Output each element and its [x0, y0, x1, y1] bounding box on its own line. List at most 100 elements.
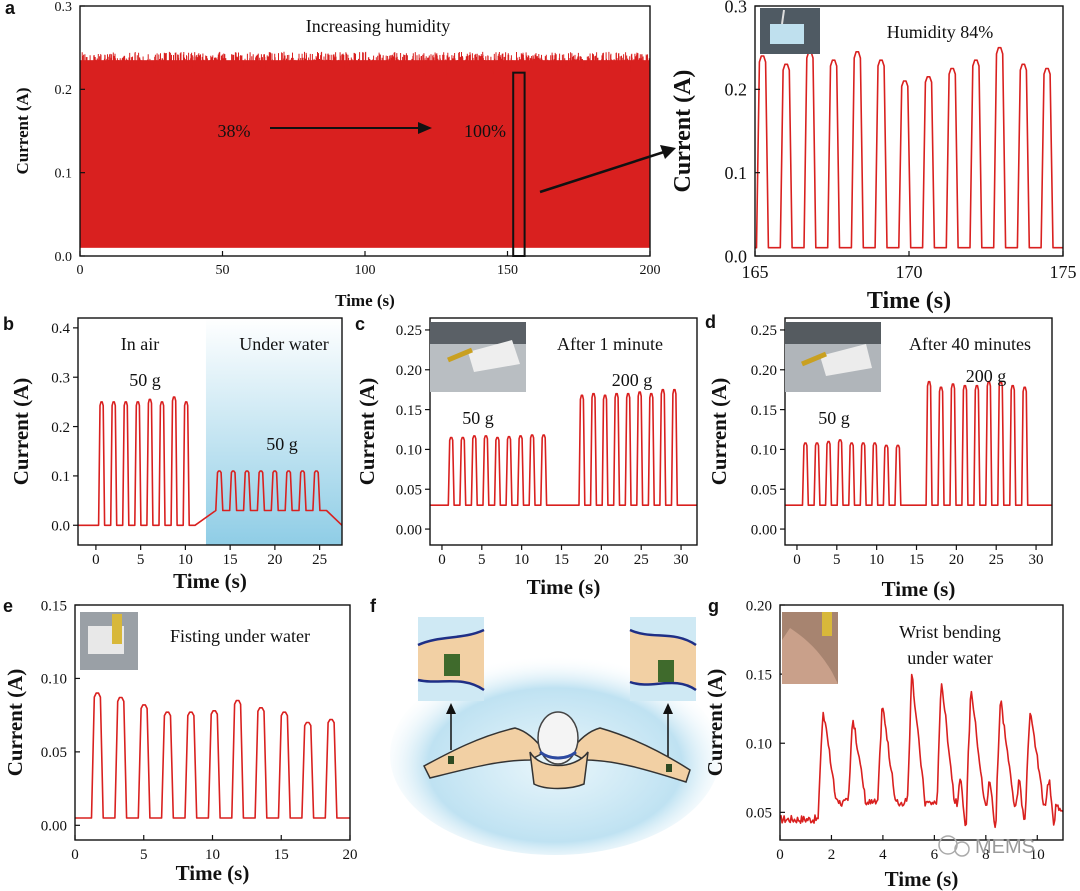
- x-axis-label: Time (s): [173, 569, 247, 593]
- panel-a-plot: 0 50 100 150 200 0.0 0.1 0.2 0.3 Time (s) Current …: [13, 0, 661, 310]
- inset-right-arm: [629, 617, 697, 701]
- panel-c-weight-200: 200 g: [612, 370, 653, 390]
- panel-c: c 0 5 10 15 20 25 30 0.00 0.05 0.10 0.15 0.20 0.25 Ti…: [355, 314, 698, 599]
- panel-label-d: d: [705, 312, 716, 332]
- y-tick-label: 0.0: [725, 246, 748, 266]
- y-tick-label: 0.2: [725, 80, 748, 100]
- panel-g-title-line1: Wrist bending: [899, 622, 1001, 642]
- x-tick-label: 5: [478, 552, 486, 568]
- dense-signal-trace: [79, 51, 651, 248]
- y-tick-label: 0.15: [41, 598, 67, 614]
- panel-b-weight-air: 50 g: [129, 370, 161, 390]
- y-axis-label: Current (A): [355, 378, 379, 486]
- x-tick-label: 2: [828, 847, 836, 863]
- y-axis-label: Current (A): [3, 669, 27, 777]
- panel-a-annotation-38: 38%: [218, 121, 251, 141]
- y-tick-label: 0.1: [725, 163, 748, 183]
- y-tick-label: 0.00: [396, 522, 422, 538]
- y-tick-label: 0.05: [751, 482, 777, 498]
- x-tick-label: 0: [77, 263, 84, 278]
- panel-g: g 0 2 4 6 8 10 0.05 0.10 0.15 0.20 Time (s) Current…: [703, 596, 1064, 891]
- x-tick-label: 6: [931, 847, 939, 863]
- x-tick-label: 5: [137, 552, 145, 568]
- swimmer-goggles: [539, 750, 577, 760]
- x-tick-label: 15: [909, 552, 924, 568]
- x-tick-label: 15: [223, 552, 238, 568]
- y-tick-label: 0.10: [751, 443, 777, 459]
- panel-b-under-water: Under water: [239, 334, 328, 354]
- inset-photo-1min: [430, 322, 526, 392]
- zoom-arrow-line: [539, 150, 665, 194]
- panel-b: b 0 5 10 15 20 25 0.0 0.1 0.2 0.3 0.4 Time (s) Curre…: [3, 314, 343, 593]
- panel-d-title: After 40 minutes: [909, 334, 1031, 354]
- y-tick-label: 0.4: [51, 321, 70, 337]
- x-tick-label: 8: [982, 847, 990, 863]
- panel-b-weight-water: 50 g: [266, 434, 298, 454]
- left-sensor-patch: [444, 654, 460, 676]
- y-axis-label: Current (A): [9, 378, 33, 486]
- y-tick-label: 0.15: [746, 667, 772, 683]
- y-axis-label: Current (A): [703, 669, 727, 777]
- y-axis-label: Current (A): [707, 378, 731, 486]
- x-tick-label: 175: [1050, 262, 1077, 282]
- x-tick-label: 25: [312, 552, 327, 568]
- y-tick-label: 0.05: [396, 482, 422, 498]
- y-tick-label: 0.1: [55, 167, 73, 182]
- inset-left-arm: [417, 617, 485, 701]
- panel-a: a 0 50 100 150 200 0.0 0.1 0.2 0.3 Time (s) Curren…: [5, 0, 676, 310]
- panel-a-zoom: 165 170 175 0.0 0.1 0.2 0.3 Time (s) Current (A)…: [670, 0, 1077, 314]
- x-tick-label: 4: [879, 847, 887, 863]
- x-tick-label: 0: [793, 552, 801, 568]
- y-tick-label: 0.20: [746, 598, 772, 614]
- x-tick-label: 20: [343, 847, 358, 863]
- x-tick-label: 20: [594, 552, 609, 568]
- zoom-arrow-head: [660, 145, 676, 159]
- panel-d-plot: 0 5 10 15 20 25 30 0.00 0.05 0.10 0.15 0.20 0.25 Time…: [707, 317, 1053, 601]
- panel-c-plot: 0 5 10 15 20 25 30 0.00 0.05 0.10 0.15 0.20 0.25 Time…: [355, 317, 698, 599]
- panel-a-arrow-head: [418, 122, 432, 134]
- panel-f-illustration: f: [370, 596, 720, 855]
- x-tick-label: 5: [140, 847, 148, 863]
- x-tick-label: 10: [205, 847, 220, 863]
- y-tick-label: 0.10: [41, 672, 67, 688]
- y-tick-label: 0.15: [751, 403, 777, 419]
- x-tick-label: 10: [178, 552, 193, 568]
- panel-d: d 0 5 10 15 20 25 30 0.00 0.05 0.10 0.15 0.20 0.25 Ti…: [705, 312, 1053, 601]
- inset-photo-fist: [80, 612, 138, 670]
- panel-b-in-air: In air: [121, 334, 159, 354]
- panel-label-g: g: [708, 596, 719, 616]
- y-tick-label: 0.10: [746, 736, 772, 752]
- y-tick-label: 0.25: [396, 323, 422, 339]
- x-tick-label: 30: [674, 552, 689, 568]
- y-tick-label: 0.2: [51, 420, 70, 436]
- x-tick-label: 15: [274, 847, 289, 863]
- x-axis-label: Time (s): [885, 867, 959, 891]
- x-tick-label: 165: [742, 262, 769, 282]
- panel-label-f: f: [370, 596, 377, 616]
- y-tick-label: 0.1: [51, 469, 70, 485]
- inset-photo-wrist: [782, 612, 838, 684]
- panel-d-weight-200: 200 g: [966, 366, 1007, 386]
- x-tick-label: 10: [869, 552, 884, 568]
- x-axis-label: Time (s): [867, 288, 951, 314]
- watermark: MEMS: [938, 835, 1035, 858]
- inset-photo-humidity: [760, 8, 820, 54]
- y-tick-label: 0.20: [396, 363, 422, 379]
- y-tick-label: 0.05: [746, 806, 772, 822]
- x-axis-label: Time (s): [176, 861, 250, 885]
- y-tick-label: 0.3: [55, 0, 73, 15]
- x-tick-label: 0: [438, 552, 446, 568]
- swimmer: [423, 711, 691, 790]
- plot-frame: [77, 317, 343, 546]
- panel-a-zoom-plot: 165 170 175 0.0 0.1 0.2 0.3 Time (s) Current (A): [670, 0, 1077, 314]
- y-tick-label: 0.00: [751, 522, 777, 538]
- y-axis-label: Current (A): [670, 70, 696, 193]
- signal-trace: [75, 692, 350, 819]
- panel-e-plot: 0 5 10 15 20 0.00 0.05 0.10 0.15 Time (s) Current …: [3, 598, 358, 885]
- plot-frame: [784, 317, 1053, 546]
- panel-e-title: Fisting under water: [170, 626, 310, 646]
- panel-b-plot: 0 5 10 15 20 25 0.0 0.1 0.2 0.3 0.4 Time (s) Current…: [9, 317, 343, 593]
- signal-trace: [78, 396, 343, 527]
- x-tick-label: 0: [71, 847, 79, 863]
